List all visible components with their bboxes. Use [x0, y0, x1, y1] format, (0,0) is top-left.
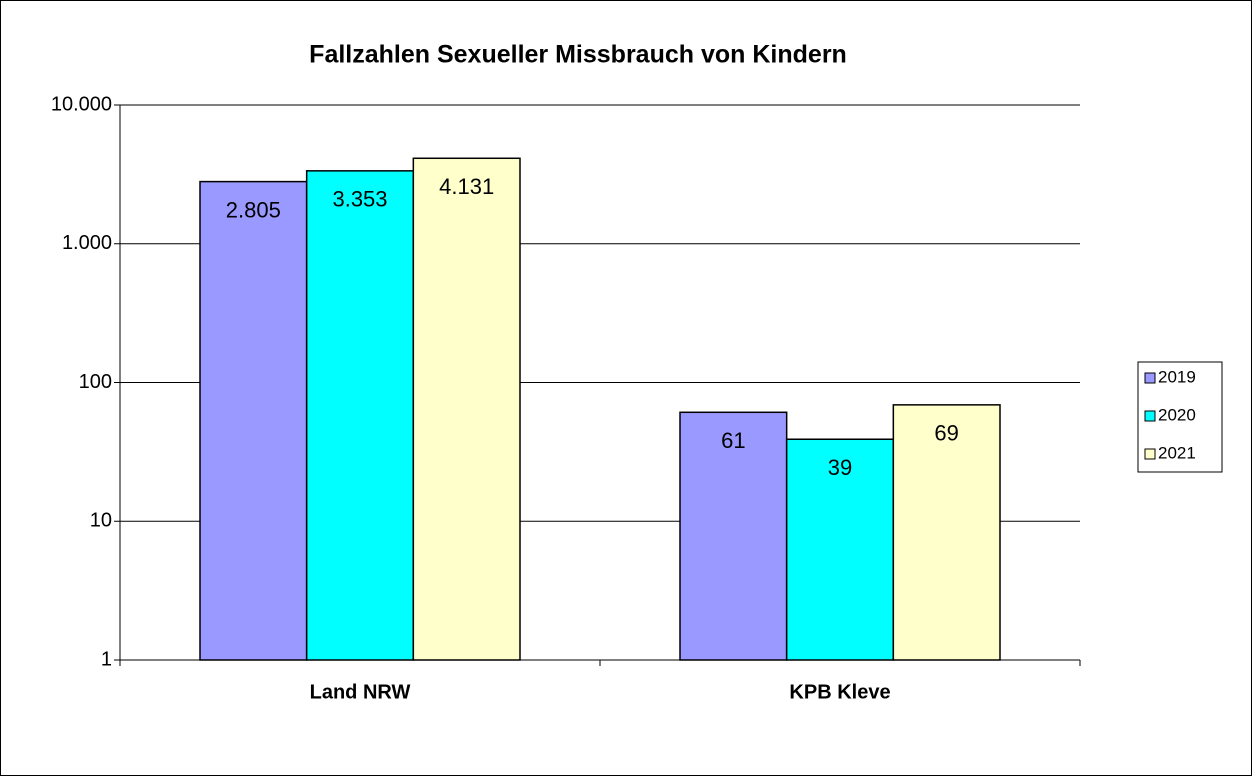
legend-label: 2020 [1158, 405, 1196, 424]
legend-swatch [1144, 372, 1156, 384]
bar [679, 411, 788, 661]
data-label: 61 [721, 428, 745, 453]
bar [305, 170, 415, 661]
data-label: 39 [828, 455, 852, 480]
chart-title: Fallzahlen Sexueller Missbrauch von Kind… [309, 41, 847, 69]
data-label: 69 [934, 421, 958, 446]
y-tick-label: 1 [101, 648, 112, 670]
y-tick-label: 100 [79, 371, 112, 393]
data-label: 2.805 [226, 197, 281, 222]
bar [199, 180, 308, 661]
bar [412, 157, 521, 661]
data-label: 4.131 [439, 174, 494, 199]
legend-swatch [1144, 448, 1156, 460]
y-tick-label: 1.000 [62, 232, 112, 254]
legend-label: 2021 [1158, 443, 1196, 462]
legend-swatch [1144, 410, 1156, 422]
x-tick-label: KPB Kleve [789, 681, 890, 703]
legend-label: 2019 [1158, 367, 1196, 386]
y-tick-label: 10 [90, 510, 112, 532]
y-tick-label: 10.000 [51, 93, 112, 115]
data-label: 3.353 [332, 187, 387, 212]
bar [785, 438, 895, 661]
x-tick-label: Land NRW [310, 681, 411, 703]
bar [892, 404, 1001, 661]
